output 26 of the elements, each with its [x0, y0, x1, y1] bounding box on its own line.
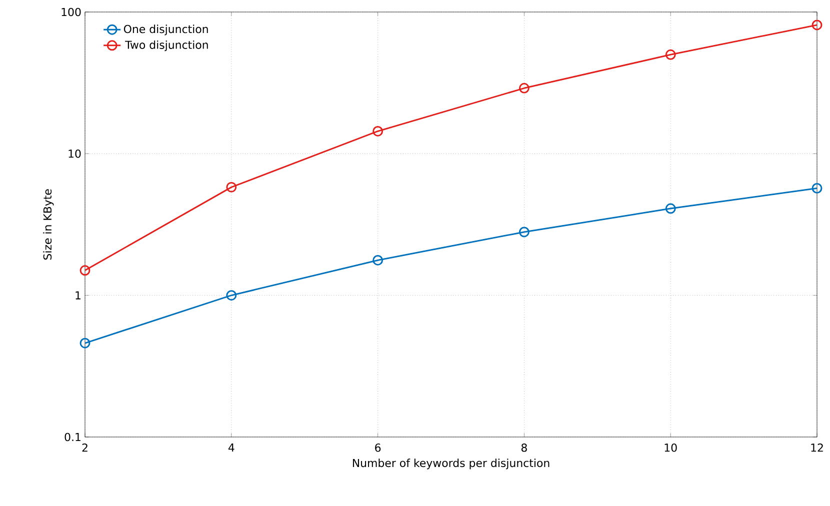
point [226, 182, 237, 192]
x-tick-label: 2 [82, 444, 88, 452]
x-axis-title: Number of keywords per disjunction [352, 458, 550, 470]
point [812, 20, 822, 30]
point [226, 290, 237, 301]
x-tick-label: 10 [664, 444, 677, 452]
point [665, 203, 676, 214]
point [812, 183, 822, 194]
y-tick-label: 100 [62, 8, 81, 16]
y-tick-label: 10 [68, 150, 81, 158]
point [372, 254, 384, 266]
x-tick-label: 12 [811, 444, 823, 452]
point [518, 82, 530, 94]
point [80, 265, 90, 276]
point [518, 226, 530, 238]
legend-label: One disjunction [124, 24, 208, 36]
x-tick-label: 6 [375, 444, 381, 452]
point [665, 49, 676, 60]
x-tick-label: 4 [228, 444, 234, 452]
y-tick-label: 0.1 [64, 432, 80, 442]
y-tick-label: 1 [76, 291, 80, 300]
x-tick-label: 8 [521, 444, 527, 452]
point [372, 126, 384, 136]
legend-label: Two disjunction [125, 40, 208, 52]
point [80, 338, 90, 348]
y-axis-title: Size in KByte [43, 189, 54, 260]
